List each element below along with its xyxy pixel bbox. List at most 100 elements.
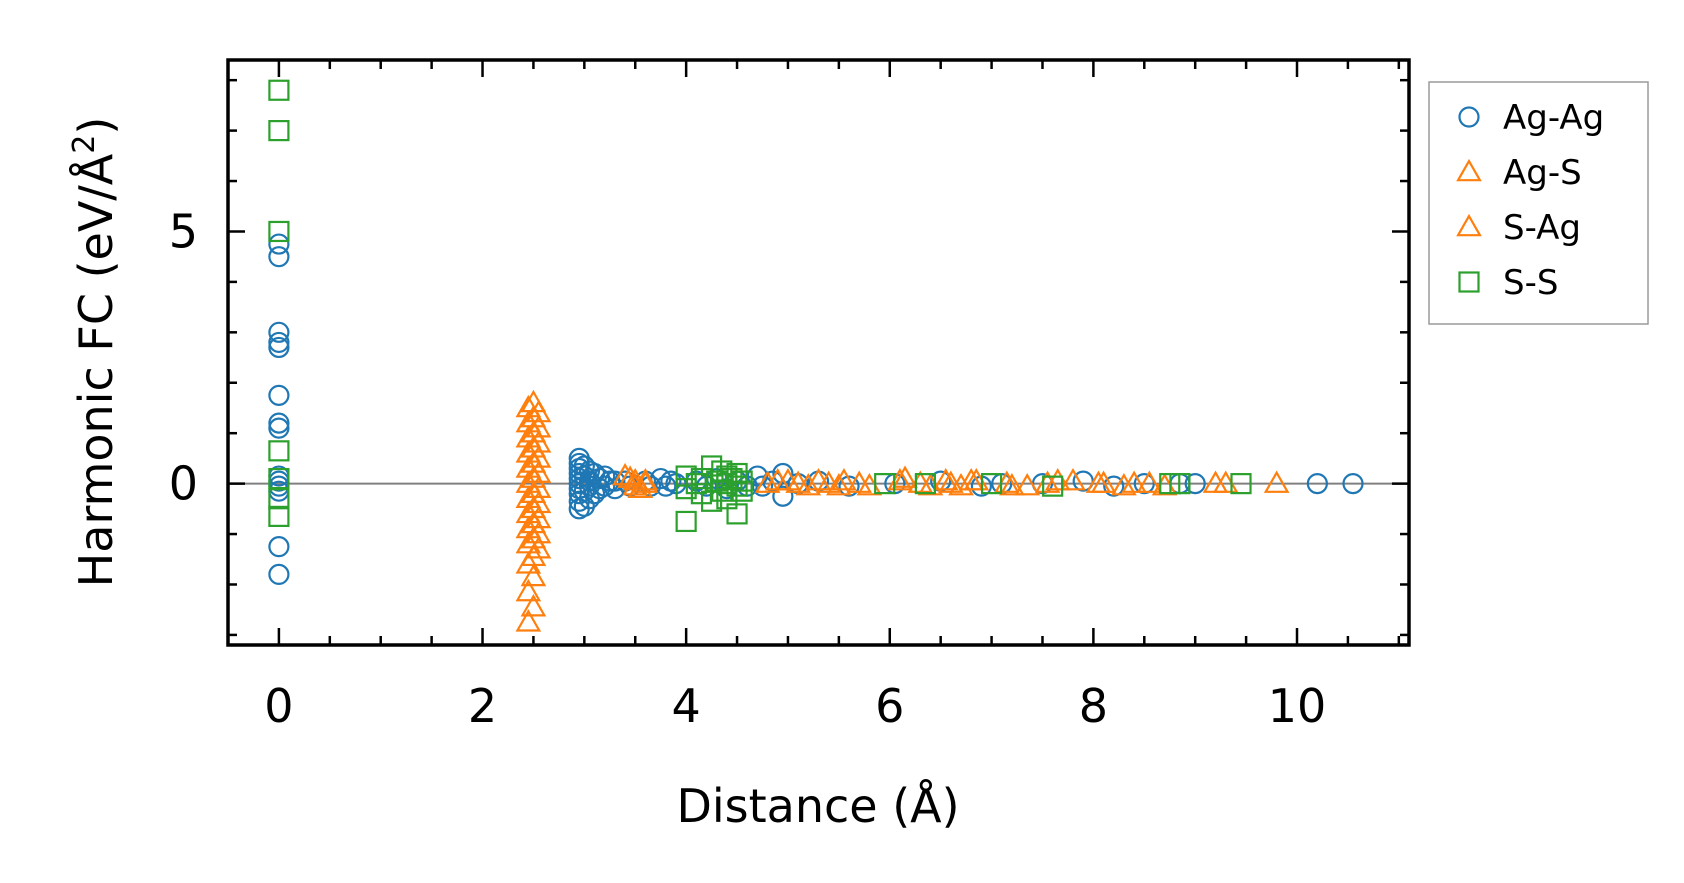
- legend-label: S-Ag: [1503, 208, 1581, 248]
- legend-entry-ag-s: Ag-S: [1456, 153, 1582, 193]
- data-point: [604, 470, 626, 492]
- data-point: [1136, 470, 1163, 493]
- x-axis-label: Distance (Å): [676, 779, 959, 833]
- data-point: [594, 475, 616, 497]
- data-point: [1230, 473, 1252, 495]
- y-axis-label-superscript: 2: [67, 135, 102, 154]
- data-point: [632, 467, 659, 491]
- data-point: [268, 336, 290, 359]
- data-point: [655, 475, 677, 497]
- data-point: [1103, 475, 1125, 497]
- plot-frame: [226, 58, 1411, 647]
- legend-frame: [1428, 81, 1649, 325]
- data-point: [1263, 470, 1290, 493]
- data-point: [525, 415, 552, 438]
- data-point: [1090, 470, 1117, 493]
- data-point: [831, 467, 857, 491]
- legend-marker: [1458, 106, 1480, 128]
- legend-marker: [1458, 271, 1480, 293]
- y-axis-label-close: ): [69, 117, 123, 135]
- data-point: [1306, 473, 1328, 495]
- data-point: [268, 220, 290, 243]
- legend-entry-ag-ag: Ag-Ag: [1458, 98, 1604, 138]
- data-point: [826, 473, 852, 496]
- data-point: [525, 399, 552, 423]
- data-point: [874, 473, 896, 495]
- legend-marker: [1456, 158, 1482, 182]
- data-point: [1042, 475, 1064, 497]
- data-point: [795, 473, 822, 496]
- data-point: [764, 467, 791, 491]
- y-axis-label: Harmonic FC (eV/Å2): [67, 117, 123, 588]
- data-point: [268, 246, 290, 268]
- series-ag-s: [515, 394, 1239, 574]
- data-point: [268, 563, 290, 585]
- data-point: [515, 530, 542, 554]
- data-point: [726, 462, 748, 485]
- data-point: [268, 412, 290, 434]
- x-tick-label: 6: [875, 679, 904, 733]
- data-point: [1184, 473, 1206, 495]
- data-point: [520, 563, 547, 587]
- data-point: [1133, 473, 1155, 495]
- data-point: [785, 470, 811, 493]
- y-tick-label: 5: [169, 204, 198, 258]
- data-point: [268, 79, 290, 101]
- data-point: [838, 475, 860, 497]
- data-point: [268, 536, 290, 558]
- series-ag-ag: [268, 233, 1364, 585]
- x-tick-label: 4: [672, 679, 701, 733]
- data-point: [525, 460, 552, 483]
- data-point: [892, 465, 918, 488]
- data-point: [622, 473, 649, 496]
- data-point: [268, 467, 290, 490]
- data-point: [612, 462, 638, 486]
- data-point: [1342, 473, 1364, 495]
- data-point: [515, 609, 542, 632]
- data-point: [594, 465, 616, 487]
- data-point: [525, 475, 552, 498]
- data-point: [525, 430, 552, 453]
- legend-label: Ag-S: [1503, 153, 1582, 193]
- data-point: [268, 417, 290, 439]
- data-point: [958, 467, 985, 491]
- data-point: [1014, 473, 1041, 496]
- data-point: [726, 475, 748, 497]
- data-point: [914, 473, 937, 495]
- data-point: [268, 120, 290, 142]
- data-point: [525, 520, 552, 544]
- data-point: [268, 233, 290, 255]
- x-tick-label: 8: [1079, 679, 1108, 733]
- data-point: [525, 445, 552, 468]
- data-point: [268, 331, 290, 354]
- data-point: [980, 473, 1003, 495]
- data-point: [754, 470, 781, 493]
- data-point: [772, 462, 794, 485]
- data-point: [268, 440, 290, 462]
- data-point: [932, 467, 959, 491]
- data-point: [938, 470, 964, 493]
- data-point: [573, 465, 595, 487]
- data-point: [1121, 470, 1147, 493]
- x-tick-label: 0: [264, 679, 293, 733]
- x-tick-label: 2: [468, 679, 497, 733]
- data-point: [1169, 473, 1191, 495]
- data-point: [515, 578, 542, 602]
- data-point: [805, 467, 832, 491]
- legend-entry-s-s: S-S: [1458, 263, 1558, 303]
- data-point: [1060, 467, 1086, 491]
- data-point: [731, 480, 753, 502]
- data-point: [846, 470, 873, 493]
- data-point: [1202, 470, 1229, 493]
- data-point: [525, 490, 552, 514]
- data-point: [1111, 473, 1137, 496]
- x-tick-label: 10: [1268, 679, 1327, 733]
- data-point: [772, 485, 794, 507]
- data-point: [726, 503, 748, 525]
- legend-label: Ag-Ag: [1503, 98, 1604, 138]
- series-s-ag: [515, 389, 1290, 632]
- legend-entry-s-ag: S-Ag: [1456, 208, 1581, 248]
- data-point: [675, 510, 697, 533]
- data-point: [268, 384, 290, 406]
